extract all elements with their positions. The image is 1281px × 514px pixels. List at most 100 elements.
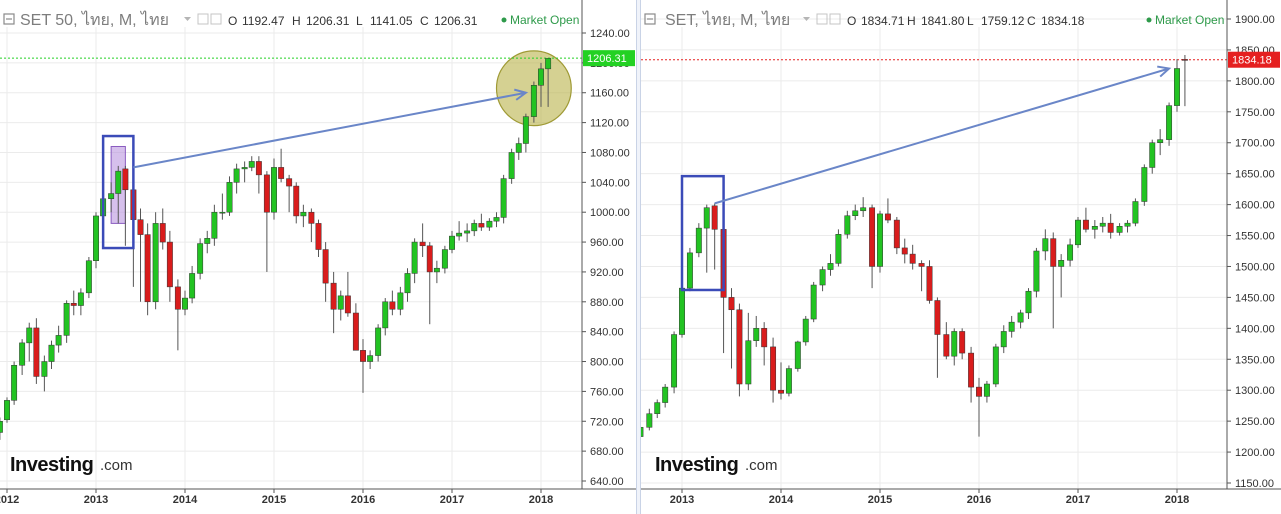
candle-up xyxy=(1058,260,1065,267)
candle-up xyxy=(41,361,48,377)
candle-up xyxy=(992,346,999,385)
candle-up xyxy=(93,215,99,261)
candle-up xyxy=(197,243,204,274)
y-tick-label: 680.00 xyxy=(590,446,624,458)
collapse-icon xyxy=(3,13,15,25)
candle-up xyxy=(679,287,685,335)
candle-up xyxy=(835,234,842,264)
candle-up xyxy=(538,68,544,86)
candle-down xyxy=(869,207,876,267)
candle-down xyxy=(144,234,151,303)
y-tick-label: 1200.00 xyxy=(1235,447,1275,459)
candle-down xyxy=(315,223,322,250)
brand-logo-domain: .com xyxy=(100,457,133,474)
y-tick-label: 920.00 xyxy=(590,267,624,279)
candle-up xyxy=(48,344,55,362)
candle-up xyxy=(671,334,678,388)
chart-panel-set50[interactable]: 1240.001200.001160.001120.001080.001040.… xyxy=(0,0,636,514)
y-tick-label: 1800.00 xyxy=(1235,76,1275,88)
candle-up xyxy=(877,213,883,267)
trend-arrow-head xyxy=(1157,65,1172,78)
chart-title: SET, ไทย, M, ไทย xyxy=(665,10,790,29)
candle-down xyxy=(909,253,916,264)
ohlc-c-label: C xyxy=(1027,14,1036,28)
candle-up xyxy=(810,284,817,320)
candle-up xyxy=(1008,321,1015,332)
candle-up xyxy=(85,260,92,294)
chart-panel-set[interactable]: 1900.00 1850.00 1800.00 1750.00 1700.00 1650.… xyxy=(641,0,1281,514)
candle-down xyxy=(278,167,285,179)
ohlc-o-value: 1834.71 xyxy=(861,14,905,28)
ohlc-l-label: L xyxy=(356,14,363,28)
candle-down xyxy=(322,249,329,284)
candle-up xyxy=(1000,331,1007,348)
y-tick-label: 1550.00 xyxy=(1235,231,1275,243)
ohlc-h-value: 1206.31 xyxy=(306,14,350,28)
candle-up xyxy=(382,301,389,329)
y-tick-label: 1150.00 xyxy=(1235,478,1274,490)
candle-up xyxy=(641,427,644,437)
candle-up xyxy=(500,178,507,218)
y-tick-label: 760.00 xyxy=(590,386,624,398)
ohlc-c-value: 1206.31 xyxy=(434,14,478,28)
candle-up xyxy=(449,235,455,250)
candle-down xyxy=(959,331,966,354)
candle-down xyxy=(761,328,768,348)
candle-down xyxy=(286,178,293,187)
y-tick-label: 840.00 xyxy=(590,327,624,339)
last-price-tag xyxy=(1228,51,1280,68)
candle-up xyxy=(1042,238,1049,252)
candle-up xyxy=(464,230,471,234)
x-tick-label: 2013 xyxy=(670,494,694,506)
candle-down xyxy=(263,174,270,213)
candle-up xyxy=(662,386,669,403)
candle-down xyxy=(968,352,975,388)
last-price-label: 1206.31 xyxy=(587,53,627,65)
candle-down xyxy=(1107,222,1114,233)
trend-arrow xyxy=(714,67,1170,205)
candle-up xyxy=(152,223,159,303)
chart-set50-svg: 1240.001200.001160.001120.001080.001040.… xyxy=(0,0,636,506)
candle-down xyxy=(255,161,262,176)
candle-up xyxy=(1174,68,1180,106)
x-tick-label: 2013 xyxy=(84,494,108,506)
candle-up xyxy=(55,335,62,346)
candle-up xyxy=(794,341,801,369)
candle-up xyxy=(522,116,529,144)
candle-up xyxy=(11,365,18,401)
y-tick-label: 1650.00 xyxy=(1235,169,1275,181)
candle-up xyxy=(1017,312,1024,323)
candle-up xyxy=(1157,139,1164,143)
panel-divider[interactable] xyxy=(636,0,641,514)
candle-down xyxy=(426,245,433,273)
y-tick-label: 1300.00 xyxy=(1235,385,1275,397)
candle-down xyxy=(293,185,300,217)
candle-up xyxy=(686,252,693,289)
candle-up xyxy=(397,292,404,310)
y-tick-label: 1600.00 xyxy=(1235,200,1275,212)
candle-up xyxy=(1067,244,1074,261)
candle-up xyxy=(248,161,255,168)
candle-up xyxy=(1166,105,1173,140)
candle-up xyxy=(860,207,867,212)
x-tick-label: 2018 xyxy=(529,494,553,506)
candle-down xyxy=(33,327,40,377)
y-tick-label: 1240.00 xyxy=(590,28,630,40)
gear-icon xyxy=(210,13,222,25)
candle-up xyxy=(1025,290,1032,314)
y-tick-label: 880.00 xyxy=(590,297,624,309)
ohlc-o-label: O xyxy=(228,14,237,28)
market-open-dot-icon xyxy=(501,17,507,23)
candle-down xyxy=(419,241,426,247)
y-tick-label: 1400.00 xyxy=(1235,323,1275,335)
candle-up xyxy=(367,355,374,362)
candle-up xyxy=(19,342,26,366)
candle-down xyxy=(70,303,77,306)
y-tick-label: 1900.00 xyxy=(1235,14,1275,26)
candle-down xyxy=(893,219,900,249)
y-tick-label: 1160.00 xyxy=(590,88,629,100)
last-price-label: 1834.18 xyxy=(1232,55,1272,67)
candle-up xyxy=(530,85,537,117)
candle-down xyxy=(166,241,173,288)
candle-down xyxy=(330,282,337,310)
